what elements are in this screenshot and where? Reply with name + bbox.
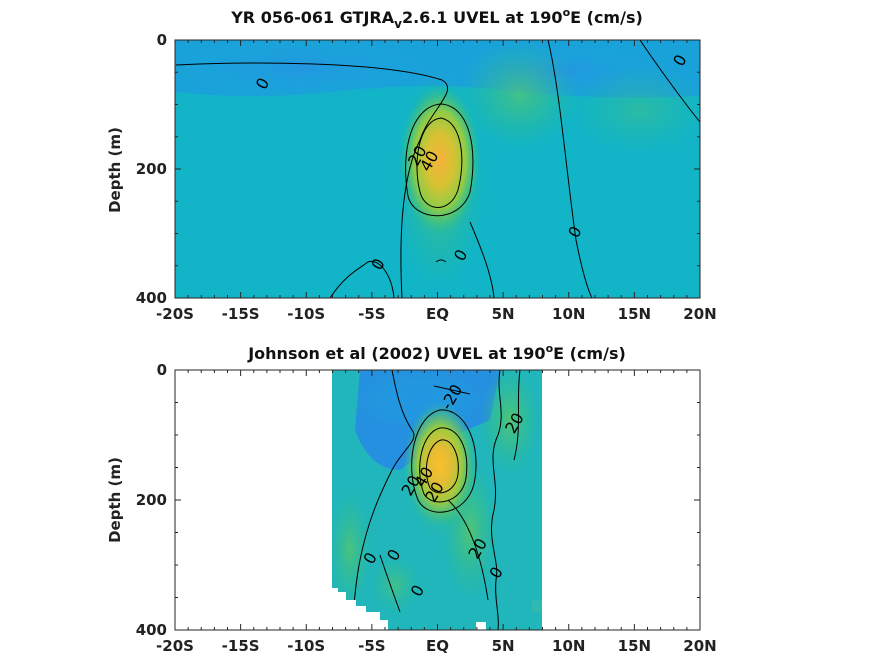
y-tick-label: 400 — [136, 289, 167, 307]
panel-2-y-ticks: 0 200 400 — [136, 361, 700, 639]
x-tick-label: 15N — [618, 637, 651, 655]
core-max-60 — [400, 85, 480, 235]
y-tick-label: 200 — [136, 160, 167, 178]
contour-0-west — [351, 370, 415, 630]
title-rest: 2.6.1 UVEL at 190 — [402, 8, 563, 27]
panel-1: YR 056-061 GTJRAv2.6.1 UVEL at 190oE (cm… — [106, 6, 717, 323]
title-main: YR 056-061 GTJRA — [230, 8, 395, 27]
x-tick-label: -5S — [358, 305, 385, 323]
contour-0-east — [547, 40, 593, 298]
contour-0-southwest — [329, 260, 395, 298]
x-tick-label: 5N — [492, 637, 515, 655]
x-tick-label: 20N — [683, 305, 716, 323]
panel-1-field — [175, 40, 700, 298]
contour-40 — [416, 117, 463, 208]
panel-2-ylabel: Depth (m) — [106, 457, 124, 543]
contour-20-north — [513, 370, 521, 461]
x-tick-label: -20S — [156, 637, 194, 655]
x-tick-label: 5N — [492, 305, 515, 323]
panel-1-x-ticks: -20S -15S -10S -5S EQ 5N 10N 15N 20N — [156, 40, 717, 323]
contour-40 — [419, 427, 468, 503]
panel-1-y-ticks: 0 200 400 — [136, 31, 700, 307]
y-tick-label: 200 — [136, 491, 167, 509]
contour-0-deep — [469, 221, 495, 298]
y-tick-label: 400 — [136, 621, 167, 639]
panel-2-x-ticks: -20S -15S -10S -5S EQ 5N 10N 15N 20N — [156, 370, 717, 655]
contour-60 — [426, 439, 459, 494]
contour-minus20-a — [433, 385, 471, 395]
contour-0-small — [435, 259, 447, 263]
x-tick-label: -5S — [358, 637, 385, 655]
title-subscript: v — [394, 17, 402, 31]
title-main: Johnson et al (2002) UVEL at 190 — [247, 344, 545, 363]
x-tick-label: EQ — [426, 305, 449, 323]
contour-20 — [411, 409, 477, 513]
y-tick-label: 0 — [157, 31, 167, 49]
x-tick-label: 10N — [552, 637, 585, 655]
x-tick-label: EQ — [426, 637, 449, 655]
panel-2-no-data-mask — [332, 588, 542, 630]
contour-20 — [405, 103, 474, 217]
panel-2-field — [332, 370, 542, 630]
contour-0-deep — [379, 554, 401, 613]
x-tick-label: 10N — [552, 305, 585, 323]
y-tick-label: 0 — [157, 361, 167, 379]
title-superscript: o — [563, 6, 571, 19]
x-tick-label: -15S — [222, 305, 260, 323]
panel-2-title: Johnson et al (2002) UVEL at 190oE (cm/s… — [247, 342, 626, 363]
title-superscript: o — [546, 342, 554, 355]
contour-0-east — [490, 370, 502, 630]
x-tick-label: 15N — [618, 305, 651, 323]
x-tick-label: -10S — [287, 305, 325, 323]
x-tick-label: -20S — [156, 305, 194, 323]
contour-0-west — [175, 62, 449, 298]
x-tick-label: -10S — [287, 637, 325, 655]
contour-0-northeast — [639, 40, 700, 123]
panel-1-ylabel: Depth (m) — [106, 127, 124, 213]
core-max-70 — [404, 403, 476, 527]
panel-2: Johnson et al (2002) UVEL at 190oE (cm/s… — [106, 342, 717, 655]
title-end: E (cm/s) — [570, 8, 643, 27]
contour-20-deep — [447, 499, 489, 601]
x-tick-label: -15S — [222, 637, 260, 655]
title-end: E (cm/s) — [553, 344, 626, 363]
x-tick-label: 20N — [683, 637, 716, 655]
panel-1-title: YR 056-061 GTJRAv2.6.1 UVEL at 190oE (cm… — [230, 6, 643, 31]
